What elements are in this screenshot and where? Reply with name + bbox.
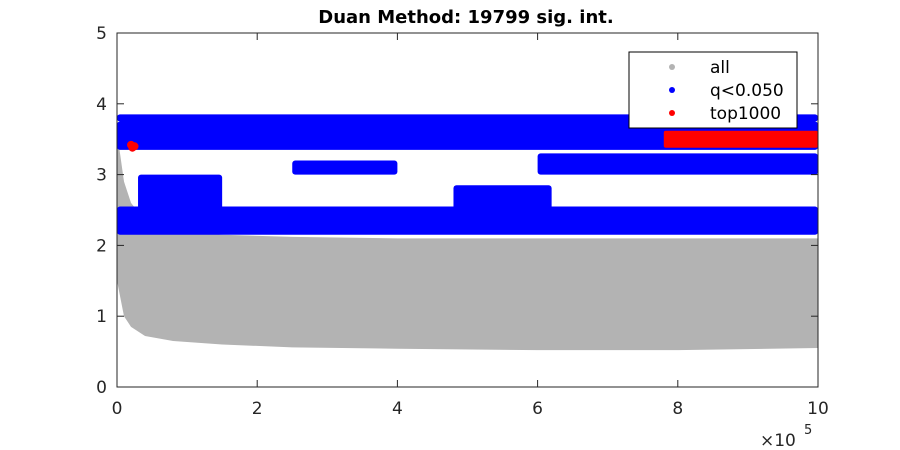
y-tick-label: 4 [96, 95, 107, 115]
chart-title: Duan Method: 19799 sig. int. [318, 7, 613, 28]
x-exponent-power: 5 [804, 423, 812, 438]
legend-label-q: q<0.050 [710, 81, 784, 101]
x-tick-label: 2 [252, 399, 263, 419]
plot-frame [116, 32, 819, 388]
x-exponent-base: ×10 [760, 431, 796, 450]
legend-label-top1000: top1000 [710, 104, 781, 124]
series-all-cloud [117, 132, 818, 351]
legend-marker-top1000 [669, 110, 675, 116]
x-tick-label: 0 [112, 399, 123, 419]
y-tick-label: 2 [96, 236, 107, 256]
series-q-band-2 [117, 206, 818, 235]
y-tick-label: 5 [96, 24, 107, 44]
series-q-band-3 [292, 160, 398, 175]
series-q-band-4 [453, 185, 552, 210]
legend-box [628, 51, 798, 129]
series-q-band-0 [117, 121, 818, 150]
x-tick-label: 8 [672, 399, 683, 419]
series-q-band-5 [138, 174, 223, 218]
y-tick-label: 3 [96, 166, 107, 186]
series-q-band-6 [537, 153, 818, 175]
legend-marker-all [669, 64, 675, 70]
series-top1000-point-2 [128, 143, 137, 152]
legend-label-all: all [710, 58, 730, 78]
x-tick-label: 6 [532, 399, 543, 419]
legend-marker-q [669, 87, 675, 93]
y-tick-label: 1 [96, 307, 107, 327]
y-tick-label: 0 [96, 378, 107, 398]
x-tick-label: 4 [392, 399, 403, 419]
data-layer [117, 114, 818, 351]
legend: all q<0.050 top1000 [628, 51, 798, 129]
x-tick-label: 10 [807, 399, 829, 419]
series-top1000-band [663, 130, 818, 148]
axes-layer: 0 2 4 6 8 10 0 1 2 3 4 5 [96, 24, 829, 419]
